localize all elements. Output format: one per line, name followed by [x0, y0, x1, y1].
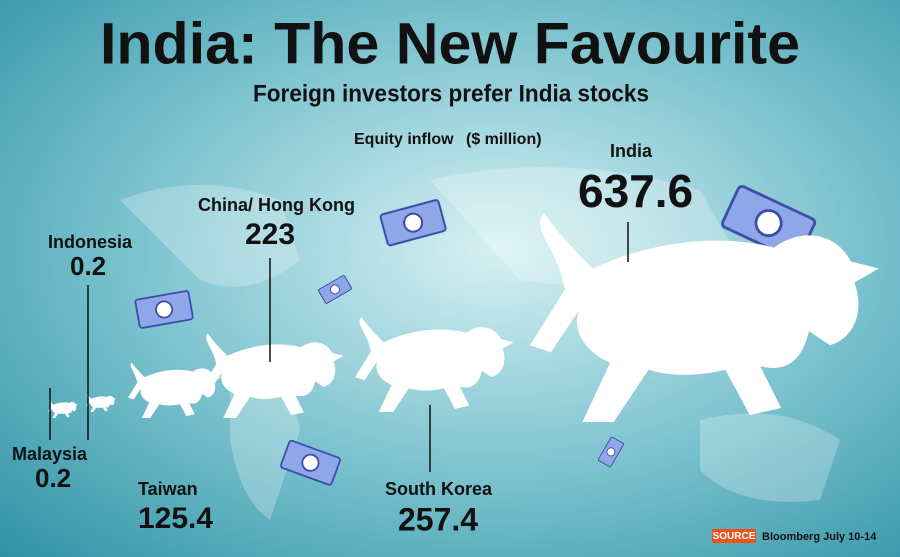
value-label: Equity inflow — [354, 131, 454, 148]
source-tag: SOURCE — [713, 531, 756, 542]
chart-subtitle: Foreign investors prefer India stocks — [253, 80, 649, 107]
world-map — [120, 167, 840, 520]
unit-label: ($ million) — [466, 131, 542, 148]
bull — [128, 362, 221, 418]
value-label: 637.6 — [578, 165, 693, 217]
source: Bloomberg July 10-14 — [762, 531, 877, 543]
bull — [530, 212, 879, 422]
bull — [86, 393, 117, 412]
value-label: 0.2 — [35, 463, 71, 493]
category-label: Malaysia — [12, 444, 88, 464]
value-label: 257.4 — [398, 501, 478, 537]
category-label: Taiwan — [138, 479, 198, 499]
value-label: 0.2 — [70, 251, 106, 281]
bull — [202, 333, 344, 418]
category-label: South Korea — [385, 479, 493, 499]
bull — [355, 316, 514, 412]
category-label: Indonesia — [48, 232, 133, 252]
value-label: 125.4 — [138, 502, 213, 535]
source-badge — [712, 529, 756, 543]
category-label: India — [610, 141, 653, 161]
bull — [48, 399, 79, 418]
value-label: 223 — [245, 218, 295, 251]
category-label: China/ Hong Kong — [198, 195, 355, 215]
chart-title: India: The New Favourite — [100, 11, 800, 76]
